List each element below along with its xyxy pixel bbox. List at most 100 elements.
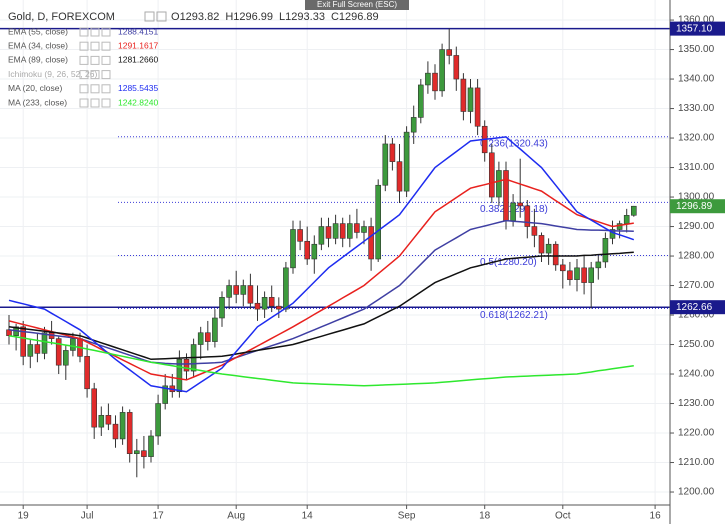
price-tag-label: 1357.10 [676,23,713,34]
header-icons [144,11,167,22]
x-tick-label: Aug [227,511,245,522]
candle-body [205,332,211,342]
candle-body [453,55,460,80]
candle-body [396,161,403,192]
x-tick-label: 16 [650,511,662,522]
candle-body [325,226,332,239]
candle-body [55,338,62,366]
candle-body [602,238,609,263]
candle-body [432,72,438,92]
legend-icon [101,84,111,94]
price-tag [670,199,725,214]
y-tick-label: 1350.00 [678,44,715,55]
candle-body [318,226,325,245]
candle-body [559,264,566,272]
candle-body [517,202,524,207]
ohlc-value: 1296.89 [339,11,379,23]
indicator-line [8,136,635,393]
candle-body [467,87,474,112]
legend-icon [79,70,89,80]
candle-body [254,302,261,310]
y-tick-label: 1220.00 [678,428,715,439]
legend-value: 1242.8240 [118,97,158,107]
candle-body [339,223,346,239]
candle-body [545,243,552,254]
legend-icon [101,27,111,37]
candle-body [240,285,247,295]
candle-body [503,170,509,221]
legend-icon [90,84,100,94]
price-tag [670,21,725,36]
price-tag-label: 1262.66 [676,302,713,313]
candle-body [105,415,112,425]
candle-body [474,87,481,127]
legend-icon [79,84,89,94]
legend-value: 1281.2660 [118,55,158,65]
y-tick-label: 1250.00 [678,339,715,350]
candle-body [361,226,367,233]
candle-body [595,261,602,269]
legend-icon [90,98,100,108]
x-tick-label: Oct [555,511,571,522]
candle-body [275,305,282,310]
ohlc-key: O [171,11,180,23]
candle-body [567,270,573,280]
y-tick-label: 1360.00 [678,15,715,26]
legend-icon [90,27,100,37]
candle-body [119,412,126,440]
ohlc-value: 1293.82 [180,11,220,23]
candle-body [346,223,353,239]
price-tag-label: 1296.89 [676,201,713,212]
legend-name: EMA (34, close) [8,40,68,50]
legend-icon [101,98,111,108]
fib-label: 0.5(1280.20) [480,257,537,268]
ohlc-key: L [279,11,285,23]
legend-name: Ichimoku (9, 26, 52, 26) [8,69,97,79]
candle-body [27,344,34,357]
candle-body [20,326,27,357]
legend-icon [79,27,89,37]
candle-body [41,332,48,354]
candle-body [112,423,119,440]
x-tick-label: Jul [81,511,94,522]
candle-body [141,450,147,457]
legend-value: 1291.1617 [118,40,158,50]
candle-body [155,403,161,437]
candle-body [574,267,580,280]
candle-body [91,388,97,428]
ohlc-key: C [331,11,339,23]
icon[interactable] [144,11,155,22]
x-tick-label: Sep [398,511,416,522]
candle-body [425,72,431,86]
fib-label: 0.618(1262.21) [480,310,548,321]
y-tick-label: 1260.00 [678,310,715,321]
candle-body [531,226,538,236]
candle-body [460,78,467,112]
candle-body [197,332,204,345]
candle-body [403,131,410,192]
axes: 1200.00 1210.00 1220.00 1230.00 1240.00 1250.… [18,15,725,522]
legend-icon [79,98,89,108]
candle-body [368,226,374,260]
candle-body [630,205,637,216]
indicators [8,136,635,393]
candle-body [162,385,168,404]
y-tick-label: 1300.00 [678,192,715,203]
y-tick-label: 1270.00 [678,280,715,291]
symbol-title: Gold, D, FOREXCOM [8,11,115,23]
candle-body [226,285,232,298]
candle-body [247,285,254,304]
tooltip[interactable]: Exit Full Screen (ESC) [317,0,397,9]
x-tick-label: 19 [18,511,30,522]
icon[interactable] [156,11,167,22]
y-tick-label: 1310.00 [678,162,715,173]
y-tick-label: 1320.00 [678,133,715,144]
legend-value: 1285.5435 [118,83,158,93]
candle-body [581,267,587,283]
candle-body [389,143,396,162]
y-tick-label: 1230.00 [678,398,715,409]
candle-body [297,229,303,242]
candle-body [219,297,225,319]
candle-body [176,358,183,393]
